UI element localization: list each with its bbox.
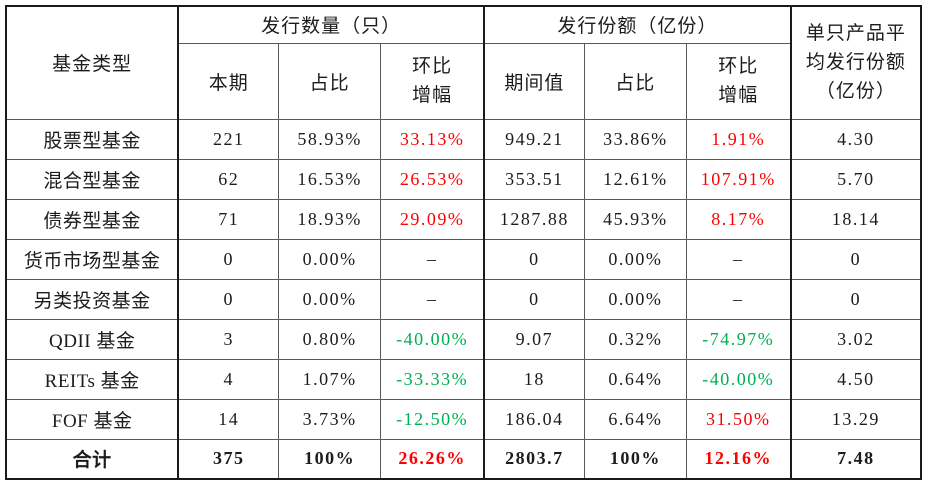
cell-count-current: 14: [177, 398, 280, 440]
header-shares-share: 占比: [583, 42, 687, 120]
cell-shares-mom: –: [685, 278, 792, 320]
cell-avg-shares: 13.29: [789, 398, 922, 440]
cell-count-current: 0: [177, 238, 280, 280]
cell-shares-mom: 31.50%: [685, 398, 792, 440]
header-group-issuance-shares: 发行份额（亿份）: [483, 5, 792, 44]
cell-shares-share: 6.64%: [583, 398, 687, 440]
cell-avg-shares: 7.48: [789, 438, 922, 480]
cell-shares-mom: 1.91%: [685, 118, 792, 160]
table-row: REITs 基金 4 1.07% -33.33% 18 0.64% -40.00…: [5, 358, 922, 400]
cell-count-share: 0.00%: [278, 238, 382, 280]
header-avg-shares: 单只产品平 均发行份额 （亿份）: [789, 5, 922, 120]
cell-shares-value: 186.04: [482, 398, 585, 440]
cell-count-mom: -33.33%: [380, 358, 485, 400]
cell-count-current: 0: [177, 278, 280, 320]
cell-count-mom: –: [380, 278, 485, 320]
cell-count-mom: -12.50%: [380, 398, 485, 440]
table-row: QDII 基金 3 0.80% -40.00% 9.07 0.32% -74.9…: [5, 318, 922, 360]
cell-avg-shares: 3.02: [789, 318, 922, 360]
cell-shares-mom: 12.16%: [685, 438, 792, 480]
row-label-total: 合计: [5, 438, 179, 480]
cell-shares-share: 33.86%: [583, 118, 687, 160]
cell-avg-shares: 18.14: [789, 198, 922, 240]
cell-count-mom: 26.53%: [380, 158, 485, 200]
cell-shares-value: 353.51: [482, 158, 585, 200]
cell-shares-share: 45.93%: [583, 198, 687, 240]
row-label: 货币市场型基金: [5, 238, 179, 280]
cell-shares-share: 0.00%: [583, 278, 687, 320]
cell-shares-mom: –: [685, 238, 792, 280]
cell-count-share: 1.07%: [278, 358, 382, 400]
cell-avg-shares: 0: [789, 238, 922, 280]
cell-shares-value: 1287.88: [482, 198, 585, 240]
table-row: FOF 基金 14 3.73% -12.50% 186.04 6.64% 31.…: [5, 398, 922, 440]
cell-count-current: 3: [177, 318, 280, 360]
cell-shares-share: 0.00%: [583, 238, 687, 280]
cell-shares-share: 100%: [583, 438, 687, 480]
table-row: 债券型基金 71 18.93% 29.09% 1287.88 45.93% 8.…: [5, 198, 922, 240]
cell-shares-share: 0.64%: [583, 358, 687, 400]
row-label: 混合型基金: [5, 158, 179, 200]
header-count-current: 本期: [177, 42, 280, 120]
cell-avg-shares: 4.30: [789, 118, 922, 160]
cell-count-mom: –: [380, 238, 485, 280]
cell-count-mom: 29.09%: [380, 198, 485, 240]
header-row-sub: 本期 占比 环比 增幅 期间值 占比 环比 增幅: [6, 42, 921, 120]
header-count-mom: 环比 增幅: [380, 42, 485, 120]
cell-avg-shares: 4.50: [789, 358, 922, 400]
cell-count-current: 221: [177, 118, 280, 160]
table-row: 另类投资基金 0 0.00% – 0 0.00% – 0: [5, 278, 922, 320]
row-label: FOF 基金: [5, 398, 179, 440]
cell-shares-value: 0: [482, 278, 585, 320]
cell-shares-value: 9.07: [482, 318, 585, 360]
cell-shares-value: 0: [482, 238, 585, 280]
cell-count-share: 100%: [278, 438, 382, 480]
cell-count-share: 16.53%: [278, 158, 382, 200]
cell-shares-mom: 8.17%: [685, 198, 792, 240]
cell-shares-mom: 107.91%: [685, 158, 792, 200]
cell-avg-shares: 0: [789, 278, 922, 320]
cell-shares-value: 18: [482, 358, 585, 400]
cell-count-mom: 26.26%: [380, 438, 485, 480]
cell-shares-value: 2803.7: [482, 438, 585, 480]
row-label: REITs 基金: [5, 358, 179, 400]
cell-shares-share: 12.61%: [583, 158, 687, 200]
cell-shares-value: 949.21: [482, 118, 585, 160]
cell-count-share: 3.73%: [278, 398, 382, 440]
cell-count-mom: 33.13%: [380, 118, 485, 160]
cell-count-share: 0.00%: [278, 278, 382, 320]
header-row-groups: 基金类型 发行数量（只） 发行份额（亿份） 单只产品平 均发行份额 （亿份）: [5, 5, 922, 120]
row-label: 债券型基金: [5, 198, 179, 240]
header-fund-type: 基金类型: [5, 5, 179, 120]
fund-issuance-table: 基金类型 发行数量（只） 发行份额（亿份） 单只产品平 均发行份额 （亿份） 本…: [5, 5, 922, 480]
row-label: 另类投资基金: [5, 278, 179, 320]
cell-count-current: 375: [177, 438, 280, 480]
cell-shares-mom: -74.97%: [685, 318, 792, 360]
table-row: 股票型基金 221 58.93% 33.13% 949.21 33.86% 1.…: [5, 118, 922, 160]
row-label: 股票型基金: [5, 118, 179, 160]
cell-avg-shares: 5.70: [789, 158, 922, 200]
row-label: QDII 基金: [5, 318, 179, 360]
cell-count-current: 71: [177, 198, 280, 240]
header-shares-mom: 环比 增幅: [685, 42, 792, 120]
table-row-total: 合计 375 100% 26.26% 2803.7 100% 12.16% 7.…: [5, 438, 922, 480]
cell-count-current: 4: [177, 358, 280, 400]
cell-shares-share: 0.32%: [583, 318, 687, 360]
header-count-share: 占比: [278, 42, 382, 120]
header-shares-value: 期间值: [482, 42, 585, 120]
header-group-issuance-count: 发行数量（只）: [177, 5, 485, 44]
cell-count-current: 62: [177, 158, 280, 200]
table-row: 混合型基金 62 16.53% 26.53% 353.51 12.61% 107…: [5, 158, 922, 200]
page: 基金类型 发行数量（只） 发行份额（亿份） 单只产品平 均发行份额 （亿份） 本…: [5, 5, 922, 480]
cell-count-share: 58.93%: [278, 118, 382, 160]
cell-shares-mom: -40.00%: [685, 358, 792, 400]
table-row: 货币市场型基金 0 0.00% – 0 0.00% – 0: [5, 238, 922, 280]
cell-count-share: 18.93%: [278, 198, 382, 240]
cell-count-mom: -40.00%: [380, 318, 485, 360]
cell-count-share: 0.80%: [278, 318, 382, 360]
